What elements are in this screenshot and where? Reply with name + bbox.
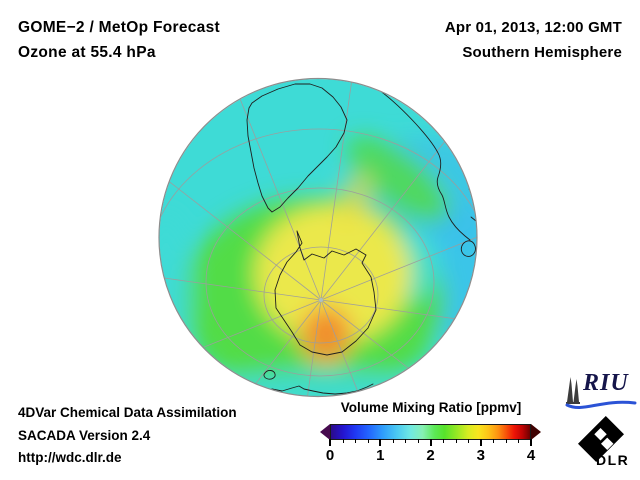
colorbar-tick-label: 4 [526, 447, 536, 464]
colorbar-tick [342, 439, 344, 443]
coastline-islet-southwest [263, 370, 276, 380]
colorbar-tick-label: 0 [325, 447, 335, 464]
dlr-emblem-icon [578, 416, 624, 462]
colorbar-tick [417, 439, 419, 443]
colorbar-tick [392, 439, 394, 443]
coastlines [246, 83, 477, 395]
riu-logo: RIU [563, 370, 639, 412]
colorbar-tick-label: 1 [376, 447, 385, 464]
coastline-africa [378, 89, 471, 241]
colorbar-tick [329, 439, 331, 446]
colorbar-tick [405, 439, 407, 443]
product-title: GOME−2 / MetOp Forecast [18, 19, 220, 36]
colorbar-tick [429, 439, 432, 446]
riu-wave-icon [565, 400, 637, 410]
globe-limb [158, 77, 478, 398]
colorbar-tick [530, 439, 532, 446]
colorbar-tick [455, 439, 457, 443]
colorbar-tick-label: 2 [426, 447, 435, 464]
credit-method: 4DVar Chemical Data Assimilation [18, 405, 237, 420]
coastline-south-america [246, 83, 348, 213]
colorbar-underflow-arrow [320, 424, 330, 440]
colorbar-tick [355, 439, 357, 443]
green-arm-northeast [346, 135, 450, 223]
colorbar-tick [367, 439, 369, 443]
riu-logo-text: RIU [583, 370, 629, 396]
colorbar-labels: 0 1 2 3 4 [326, 439, 535, 464]
credit-url: http://wdc.dlr.de [18, 450, 122, 465]
colorbar-tick [493, 439, 495, 443]
colorbar-tick-label: 3 [476, 447, 485, 464]
globe-map [158, 77, 478, 398]
colorbar-tick [505, 439, 507, 443]
coastline-antarctica [274, 230, 377, 356]
colorbar-tick [443, 439, 445, 443]
colorbar-tick [468, 439, 470, 443]
dlr-logo: DLR [572, 416, 636, 472]
colorbar-title: Volume Mixing Ratio [ppmv] [340, 400, 522, 415]
colorbar-ticks [329, 439, 532, 447]
coastline-madagascar [460, 240, 476, 257]
hemisphere-label: Southern Hemisphere [462, 44, 622, 61]
credit-version: SACADA Version 2.4 [18, 427, 151, 443]
pole-point [319, 298, 323, 302]
colorbar-tick [379, 439, 382, 446]
cyan-bottom-rim [168, 371, 468, 396]
header-left: GOME−2 / MetOp Forecast Ozone at 55.4 hP… [18, 15, 220, 65]
yellow-arm-northeast [334, 170, 374, 228]
colorbar-tick [479, 439, 482, 446]
colorbar: Volume Mixing Ratio [ppmv] 0 1 2 3 4 [320, 400, 542, 464]
header-right: Apr 01, 2013, 12:00 GMT Southern Hemisph… [445, 15, 622, 65]
colorbar-tick [518, 439, 520, 443]
credits: 4DVar Chemical Data Assimilation SACADA … [18, 402, 237, 470]
product-level: Ozone at 55.4 hPa [18, 44, 156, 61]
coastline-australia-limb [261, 383, 374, 395]
yellow-polar-cap [255, 204, 411, 344]
timestamp: Apr 01, 2013, 12:00 GMT [444, 19, 622, 36]
graticule [159, 79, 477, 396]
orange-core [313, 316, 341, 350]
dlr-logo-text: DLR [596, 452, 630, 468]
colorbar-overflow-arrow [531, 424, 541, 440]
colorbar-gradient: 0 1 2 3 4 [326, 424, 535, 464]
cathedral-icon [566, 377, 580, 404]
